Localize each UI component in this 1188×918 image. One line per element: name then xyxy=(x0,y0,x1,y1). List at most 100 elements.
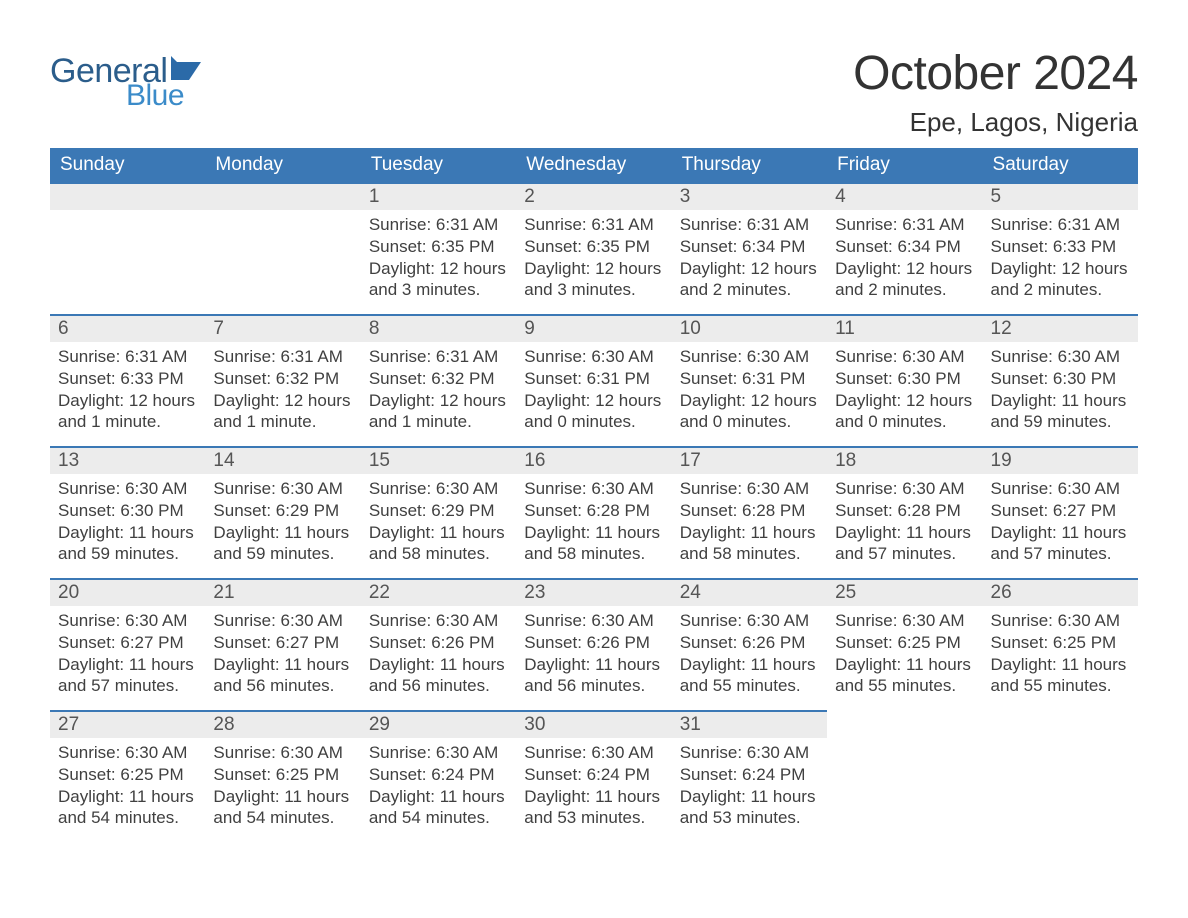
day-details: Sunrise: 6:30 AMSunset: 6:31 PMDaylight:… xyxy=(516,342,671,441)
day-sunset-line: Sunset: 6:32 PM xyxy=(213,368,352,390)
day-number: 15 xyxy=(361,446,516,474)
calendar-cell: 2Sunrise: 6:31 AMSunset: 6:35 PMDaylight… xyxy=(516,182,671,314)
day-details: Sunrise: 6:30 AMSunset: 6:29 PMDaylight:… xyxy=(361,474,516,573)
calendar-week-row: 13Sunrise: 6:30 AMSunset: 6:30 PMDayligh… xyxy=(50,446,1138,578)
calendar-cell: 30Sunrise: 6:30 AMSunset: 6:24 PMDayligh… xyxy=(516,710,671,842)
day-day2-line: and 54 minutes. xyxy=(369,807,508,829)
day-day2-line: and 1 minute. xyxy=(213,411,352,433)
day-details: Sunrise: 6:30 AMSunset: 6:30 PMDaylight:… xyxy=(827,342,982,441)
day-day2-line: and 53 minutes. xyxy=(524,807,663,829)
day-details: Sunrise: 6:31 AMSunset: 6:34 PMDaylight:… xyxy=(827,210,982,309)
calendar-week-row: 20Sunrise: 6:30 AMSunset: 6:27 PMDayligh… xyxy=(50,578,1138,710)
day-number: 14 xyxy=(205,446,360,474)
calendar-cell: 31Sunrise: 6:30 AMSunset: 6:24 PMDayligh… xyxy=(672,710,827,842)
day-number: 30 xyxy=(516,710,671,738)
day-day1-line: Daylight: 11 hours xyxy=(213,522,352,544)
day-sunset-line: Sunset: 6:26 PM xyxy=(369,632,508,654)
day-sunrise-line: Sunrise: 6:30 AM xyxy=(991,610,1130,632)
day-number: 5 xyxy=(983,182,1138,210)
day-number: 4 xyxy=(827,182,982,210)
day-day2-line: and 59 minutes. xyxy=(58,543,197,565)
day-day1-line: Daylight: 12 hours xyxy=(835,390,974,412)
day-day2-line: and 55 minutes. xyxy=(991,675,1130,697)
day-details: Sunrise: 6:30 AMSunset: 6:28 PMDaylight:… xyxy=(827,474,982,573)
day-number: 22 xyxy=(361,578,516,606)
calendar-cell: 10Sunrise: 6:30 AMSunset: 6:31 PMDayligh… xyxy=(672,314,827,446)
day-number: 28 xyxy=(205,710,360,738)
day-day2-line: and 0 minutes. xyxy=(680,411,819,433)
day-day2-line: and 3 minutes. xyxy=(369,279,508,301)
day-sunset-line: Sunset: 6:28 PM xyxy=(680,500,819,522)
day-sunrise-line: Sunrise: 6:30 AM xyxy=(58,742,197,764)
calendar-cell: 9Sunrise: 6:30 AMSunset: 6:31 PMDaylight… xyxy=(516,314,671,446)
calendar-cell: 26Sunrise: 6:30 AMSunset: 6:25 PMDayligh… xyxy=(983,578,1138,710)
calendar-cell: 17Sunrise: 6:30 AMSunset: 6:28 PMDayligh… xyxy=(672,446,827,578)
day-details: Sunrise: 6:31 AMSunset: 6:32 PMDaylight:… xyxy=(205,342,360,441)
day-sunrise-line: Sunrise: 6:30 AM xyxy=(835,346,974,368)
day-sunrise-line: Sunrise: 6:30 AM xyxy=(524,346,663,368)
calendar-cell: 11Sunrise: 6:30 AMSunset: 6:30 PMDayligh… xyxy=(827,314,982,446)
day-sunset-line: Sunset: 6:24 PM xyxy=(524,764,663,786)
calendar-week-row: 1Sunrise: 6:31 AMSunset: 6:35 PMDaylight… xyxy=(50,182,1138,314)
day-day2-line: and 58 minutes. xyxy=(680,543,819,565)
weekday-header: Tuesday xyxy=(361,148,516,182)
weekday-header: Friday xyxy=(827,148,982,182)
day-sunset-line: Sunset: 6:31 PM xyxy=(524,368,663,390)
day-details: Sunrise: 6:30 AMSunset: 6:29 PMDaylight:… xyxy=(205,474,360,573)
day-sunset-line: Sunset: 6:27 PM xyxy=(58,632,197,654)
calendar-cell: 15Sunrise: 6:30 AMSunset: 6:29 PMDayligh… xyxy=(361,446,516,578)
day-details: Sunrise: 6:31 AMSunset: 6:32 PMDaylight:… xyxy=(361,342,516,441)
day-day1-line: Daylight: 11 hours xyxy=(991,390,1130,412)
day-day2-line: and 54 minutes. xyxy=(213,807,352,829)
day-day1-line: Daylight: 11 hours xyxy=(213,654,352,676)
day-day1-line: Daylight: 11 hours xyxy=(680,522,819,544)
day-day2-line: and 59 minutes. xyxy=(991,411,1130,433)
day-day2-line: and 55 minutes. xyxy=(835,675,974,697)
day-details: Sunrise: 6:30 AMSunset: 6:25 PMDaylight:… xyxy=(50,738,205,837)
day-number: 29 xyxy=(361,710,516,738)
day-sunrise-line: Sunrise: 6:30 AM xyxy=(835,478,974,500)
day-number: 26 xyxy=(983,578,1138,606)
day-day1-line: Daylight: 12 hours xyxy=(524,390,663,412)
day-details: Sunrise: 6:31 AMSunset: 6:33 PMDaylight:… xyxy=(983,210,1138,309)
calendar-cell: 8Sunrise: 6:31 AMSunset: 6:32 PMDaylight… xyxy=(361,314,516,446)
day-day2-line: and 55 minutes. xyxy=(680,675,819,697)
day-sunset-line: Sunset: 6:28 PM xyxy=(524,500,663,522)
weekday-header-row: SundayMondayTuesdayWednesdayThursdayFrid… xyxy=(50,148,1138,182)
day-details: Sunrise: 6:30 AMSunset: 6:25 PMDaylight:… xyxy=(983,606,1138,705)
day-number: 8 xyxy=(361,314,516,342)
day-sunset-line: Sunset: 6:35 PM xyxy=(524,236,663,258)
empty-day-bar xyxy=(50,182,205,210)
day-day2-line: and 57 minutes. xyxy=(835,543,974,565)
weekday-header: Saturday xyxy=(983,148,1138,182)
day-details: Sunrise: 6:30 AMSunset: 6:30 PMDaylight:… xyxy=(983,342,1138,441)
day-day2-line: and 57 minutes. xyxy=(991,543,1130,565)
day-sunrise-line: Sunrise: 6:30 AM xyxy=(58,610,197,632)
title-block: October 2024 Epe, Lagos, Nigeria xyxy=(853,46,1138,138)
day-number: 19 xyxy=(983,446,1138,474)
calendar-week-row: 6Sunrise: 6:31 AMSunset: 6:33 PMDaylight… xyxy=(50,314,1138,446)
brand-logo: General Blue xyxy=(50,52,205,113)
day-sunrise-line: Sunrise: 6:30 AM xyxy=(369,742,508,764)
calendar-cell: 16Sunrise: 6:30 AMSunset: 6:28 PMDayligh… xyxy=(516,446,671,578)
day-day2-line: and 2 minutes. xyxy=(835,279,974,301)
day-sunset-line: Sunset: 6:30 PM xyxy=(835,368,974,390)
day-day1-line: Daylight: 11 hours xyxy=(524,786,663,808)
day-number: 3 xyxy=(672,182,827,210)
weekday-header: Thursday xyxy=(672,148,827,182)
day-number: 9 xyxy=(516,314,671,342)
day-day1-line: Daylight: 11 hours xyxy=(835,522,974,544)
page-title: October 2024 xyxy=(853,46,1138,101)
day-sunrise-line: Sunrise: 6:30 AM xyxy=(835,610,974,632)
day-sunrise-line: Sunrise: 6:30 AM xyxy=(680,346,819,368)
day-sunset-line: Sunset: 6:29 PM xyxy=(213,500,352,522)
calendar-cell: 6Sunrise: 6:31 AMSunset: 6:33 PMDaylight… xyxy=(50,314,205,446)
calendar-cell: 29Sunrise: 6:30 AMSunset: 6:24 PMDayligh… xyxy=(361,710,516,842)
weekday-header: Wednesday xyxy=(516,148,671,182)
weekday-header: Monday xyxy=(205,148,360,182)
day-day1-line: Daylight: 12 hours xyxy=(369,258,508,280)
day-details: Sunrise: 6:30 AMSunset: 6:27 PMDaylight:… xyxy=(50,606,205,705)
day-number: 10 xyxy=(672,314,827,342)
day-details: Sunrise: 6:30 AMSunset: 6:24 PMDaylight:… xyxy=(361,738,516,837)
day-sunset-line: Sunset: 6:32 PM xyxy=(369,368,508,390)
